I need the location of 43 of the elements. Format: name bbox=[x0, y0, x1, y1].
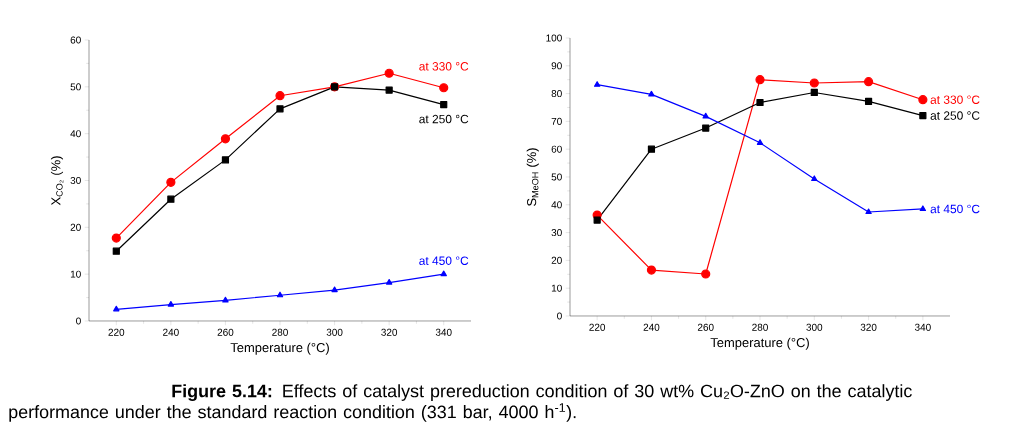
x-axis-title: Temperature (°C) bbox=[710, 337, 809, 350]
y-tick-label: 70 bbox=[551, 117, 562, 125]
x-tick-label: 280 bbox=[752, 323, 768, 331]
series-label: at 330 °C bbox=[419, 62, 469, 71]
y-tick-label: 20 bbox=[551, 256, 562, 264]
x-axis-title: Temperature (°C) bbox=[230, 342, 329, 355]
x-tick-label: 280 bbox=[272, 328, 288, 336]
text: Figure 5.14: Effects of catalyst prereduction condition of 30 wt% Cu₂O-ZnO on the catalytic performance under the standard reaction condition (331 bar, 4000 h$^{-1}$). bbox=[9, 384, 912, 422]
series-label: at 450 °C bbox=[419, 256, 469, 265]
series-label: at 250 °C bbox=[930, 111, 980, 120]
y-tick-label: 50 bbox=[70, 83, 81, 91]
x-tick-label: 260 bbox=[217, 328, 234, 336]
x-tick-label: 260 bbox=[697, 323, 714, 331]
x-tick-label: 220 bbox=[589, 323, 606, 331]
y-tick-label: 0 bbox=[76, 317, 81, 325]
x-tick-label: 340 bbox=[435, 328, 452, 336]
x-tick-label: 300 bbox=[806, 323, 823, 331]
x-tick-label: 240 bbox=[643, 323, 660, 331]
y-axis-title: S$_{MeOH}$ (%) bbox=[526, 148, 539, 206]
y-tick-label: 80 bbox=[551, 90, 562, 98]
x-tick-label: 320 bbox=[381, 328, 398, 336]
y-axis-title: X$_{CO₂}$ (%) bbox=[50, 156, 64, 206]
y-tick-label: 60 bbox=[551, 145, 562, 153]
y-tick-label: 10 bbox=[70, 270, 81, 278]
y-tick-label: 0 bbox=[557, 312, 562, 320]
series-label: at 450 °C bbox=[930, 204, 980, 214]
y-tick-label: 100 bbox=[546, 34, 562, 42]
x-tick-label: 320 bbox=[860, 323, 877, 331]
x-tick-label: 240 bbox=[163, 328, 179, 336]
y-tick-label: 20 bbox=[70, 223, 81, 231]
y-tick-label: 50 bbox=[551, 173, 562, 181]
y-tick-label: 90 bbox=[551, 62, 562, 70]
y-tick-label: 40 bbox=[551, 201, 562, 209]
y-tick-label: 10 bbox=[551, 284, 562, 292]
y-tick-label: 40 bbox=[70, 130, 81, 138]
y-tick-label: 60 bbox=[70, 36, 81, 44]
y-tick-label: 30 bbox=[70, 176, 81, 185]
series-label: at 250 °C bbox=[419, 114, 469, 124]
x-tick-label: 300 bbox=[326, 328, 343, 336]
x-tick-label: 340 bbox=[914, 323, 931, 331]
y-tick-label: 30 bbox=[551, 229, 562, 237]
series-label: at 330 °C bbox=[930, 95, 980, 104]
x-tick-label: 220 bbox=[108, 328, 125, 336]
